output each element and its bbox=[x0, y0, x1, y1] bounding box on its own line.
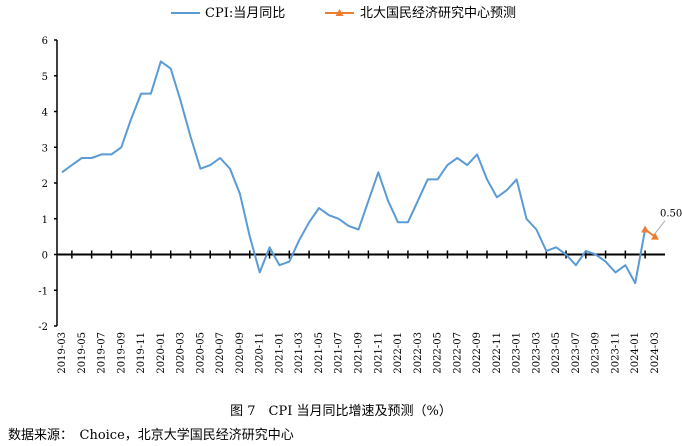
y-tick-label: 4 bbox=[42, 108, 48, 119]
y-tick-label: 0 bbox=[42, 251, 48, 262]
figure-caption: 图 7 CPI 当月同比增速及预测（%） bbox=[230, 404, 452, 419]
x-tick-label: 2023-05 bbox=[551, 332, 562, 374]
series-cpi-line bbox=[61, 60, 647, 285]
y-tick-label: 3 bbox=[42, 143, 48, 154]
y-tick-label: 6 bbox=[42, 36, 48, 47]
x-tick-label: 2023-03 bbox=[531, 332, 542, 374]
x-tick-label: 2024-01 bbox=[630, 332, 641, 374]
x-tick-label: 2022-01 bbox=[393, 332, 404, 374]
x-tick-label: 2022-07 bbox=[452, 332, 463, 374]
x-tick-label: 2021-01 bbox=[274, 332, 285, 374]
x-tick-label: 2020-01 bbox=[156, 332, 167, 374]
x-tick-label: 2019-11 bbox=[136, 332, 147, 374]
legend-cpi-label: CPI:当月同比 bbox=[205, 6, 285, 21]
x-tick-label: 2022-03 bbox=[413, 332, 424, 374]
x-tick-label: 2019-05 bbox=[77, 332, 88, 374]
x-tick-label: 2019-09 bbox=[116, 332, 127, 374]
y-tick-label: 2 bbox=[42, 179, 48, 190]
data-source: 数据来源： Choice，北京大学国民经济研究中心 bbox=[8, 428, 294, 443]
legend-forecast-marker bbox=[335, 9, 344, 16]
annotation-leader bbox=[654, 220, 666, 234]
x-tick-label: 2020-03 bbox=[176, 332, 187, 374]
x-tick-label: 2023-11 bbox=[610, 332, 621, 374]
x-tick-label: 2024-03 bbox=[650, 332, 661, 374]
y-tick-label: 1 bbox=[42, 215, 48, 226]
x-tick-label: 2020-07 bbox=[215, 332, 226, 374]
x-tick-label: 2021-05 bbox=[314, 332, 325, 374]
legend-forecast-label: 北大国民经济研究中心预测 bbox=[360, 6, 516, 21]
x-tick-label: 2022-05 bbox=[433, 332, 444, 374]
x-tick-label: 2021-09 bbox=[354, 332, 365, 374]
x-tick-label: 2020-11 bbox=[255, 332, 266, 374]
x-tick-label: 2020-09 bbox=[235, 332, 246, 374]
x-tick-label: 2022-11 bbox=[492, 332, 503, 374]
forecast-marker bbox=[651, 232, 659, 240]
y-tick-label: 5 bbox=[42, 72, 48, 83]
x-tick-label: 2019-03 bbox=[57, 332, 68, 374]
x-tick-label: 2021-11 bbox=[373, 332, 384, 374]
x-tick-label: 2023-09 bbox=[591, 332, 602, 374]
x-tick-label: 2021-07 bbox=[334, 332, 345, 374]
x-tick-label: 2023-01 bbox=[512, 332, 523, 374]
forecast-marker bbox=[641, 225, 650, 233]
y-tick-label: -1 bbox=[38, 286, 48, 297]
x-tick-label: 2021-03 bbox=[294, 332, 305, 374]
x-tick-label: 2023-07 bbox=[571, 332, 582, 374]
x-tick-label: 2022-09 bbox=[472, 332, 483, 374]
y-tick-label: -2 bbox=[38, 322, 48, 333]
annotation-label: 0.50 bbox=[660, 209, 682, 220]
x-tick-label: 2019-07 bbox=[97, 332, 108, 374]
x-tick-label: 2020-05 bbox=[195, 332, 206, 374]
